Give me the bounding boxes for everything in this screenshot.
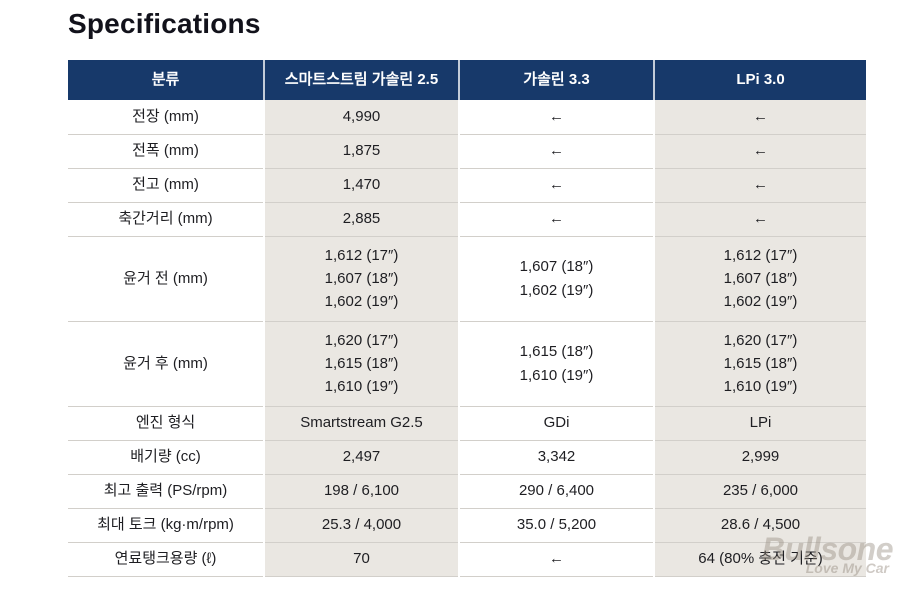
row-label: 전폭 (mm) [68,134,264,169]
spec-row: 전장 (mm) 4,990 ← ← [68,100,866,135]
spec-row: 연료탱크용량 (ℓ) 70 ← 64 (80% 충전 기준) [68,542,866,577]
spec-cell: 1,470 [263,168,460,203]
spec-row: 최고 출력 (PS/rpm) 198 / 6,100 290 / 6,400 235 … [68,474,866,509]
spec-cell: 1,875 [263,134,460,169]
table-header: 분류 스마트스트림 가솔린 2.5 가솔린 3.3 LPi 3.0 [68,60,866,100]
spec-row: 윤거 전 (mm) 1,612 (17″) 1,607 (18″) 1,602 (… [68,236,866,322]
spec-row: 엔진 형식 Smartstream G2.5 GDi LPi [68,406,866,441]
spec-cell: 70 [263,542,460,577]
page-title: Specifications [68,8,261,39]
spec-row: 윤거 후 (mm) 1,620 (17″) 1,615 (18″) 1,610 (… [68,321,866,407]
spec-cell: GDi [459,406,654,441]
row-label: 윤거 전 (mm) [68,236,264,322]
row-label: 최고 출력 (PS/rpm) [68,474,264,509]
spec-row: 배기량 (cc) 2,497 3,342 2,999 [68,440,866,475]
specifications-table: 분류 스마트스트림 가솔린 2.5 가솔린 3.3 LPi 3.0 전장 (mm… [68,60,866,577]
spec-cell: ← [459,168,654,203]
spec-cell: 2,885 [263,202,460,237]
table-body: 전장 (mm) 4,990 ← ← 전폭 (mm) 1,875 ← ← 전고 (mm) 1,470… [68,100,866,577]
spec-cell: ← [459,134,654,169]
spec-cell: 290 / 6,400 [459,474,654,509]
spec-row: 전고 (mm) 1,470 ← ← [68,168,866,203]
spec-row: 전폭 (mm) 1,875 ← ← [68,134,866,169]
row-label: 엔진 형식 [68,406,264,441]
row-label: 축간거리 (mm) [68,202,264,237]
spec-row: 최대 토크 (kg·m/rpm) 25.3 / 4,000 35.0 / 5,200… [68,508,866,543]
row-label: 전고 (mm) [68,168,264,203]
column-header-category: 분류 [68,60,264,100]
spec-cell: 2,497 [263,440,460,475]
spec-cell: 1,612 (17″) 1,607 (18″) 1,602 (19″) [653,236,866,322]
spec-cell: ← [459,542,654,577]
spec-cell: 28.6 / 4,500 [653,508,866,543]
row-label: 배기량 (cc) [68,440,264,475]
spec-cell: ← [653,168,866,203]
spec-cell: 2,999 [653,440,866,475]
spec-cell: 1,615 (18″) 1,610 (19″) [459,321,654,407]
spec-cell: ← [459,202,654,237]
spec-cell: Smartstream G2.5 [263,406,460,441]
spec-cell: LPi [653,406,866,441]
spec-cell: 4,990 [263,100,460,135]
spec-cell: 25.3 / 4,000 [263,508,460,543]
spec-cell: ← [653,134,866,169]
spec-cell: 1,612 (17″) 1,607 (18″) 1,602 (19″) [263,236,460,322]
spec-row: 축간거리 (mm) 2,885 ← ← [68,202,866,237]
spec-cell: ← [459,100,654,135]
column-header-lpi-3-0: LPi 3.0 [653,60,866,100]
spec-cell: ← [653,202,866,237]
row-label: 윤거 후 (mm) [68,321,264,407]
spec-cell: 235 / 6,000 [653,474,866,509]
row-label: 최대 토크 (kg·m/rpm) [68,508,264,543]
row-label: 연료탱크용량 (ℓ) [68,542,264,577]
column-header-smartstream-gasoline-2-5: 스마트스트림 가솔린 2.5 [263,60,459,100]
spec-cell: 1,620 (17″) 1,615 (18″) 1,610 (19″) [263,321,460,407]
spec-cell: 198 / 6,100 [263,474,460,509]
spec-cell: ← [653,100,866,135]
spec-cell: 1,620 (17″) 1,615 (18″) 1,610 (19″) [653,321,866,407]
spec-cell: 3,342 [459,440,654,475]
spec-cell: 1,607 (18″) 1,602 (19″) [459,236,654,322]
column-header-gasoline-3-3: 가솔린 3.3 [458,60,654,100]
spec-cell: 64 (80% 충전 기준) [653,542,866,577]
row-label: 전장 (mm) [68,100,264,135]
spec-cell: 35.0 / 5,200 [459,508,654,543]
